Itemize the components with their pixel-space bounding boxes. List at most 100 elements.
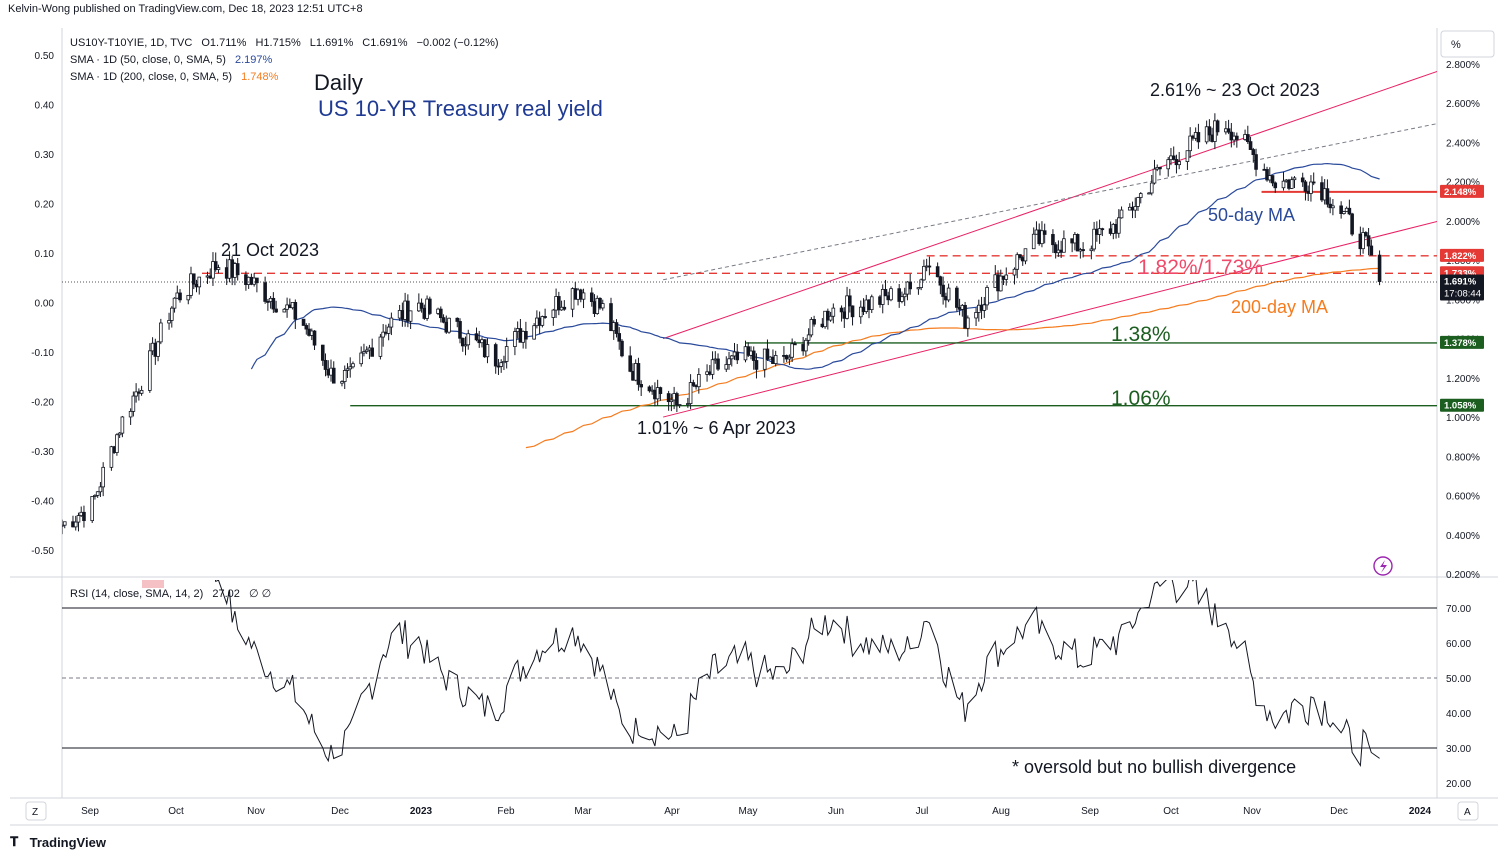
candle-body [828,315,833,321]
rsi-axis-label: 60.00 [1446,639,1471,650]
open-text: O1.711% [201,37,246,49]
candle-body [148,350,152,391]
candle-body [754,360,759,370]
candle-body [985,287,989,306]
price-tag-box [1440,335,1484,349]
candle-body [386,326,391,334]
right-price-axis[interactable]: 2.800%2.600%2.400%2.200%2.000%1.800%1.60… [1446,60,1480,581]
auto-scale-button[interactable]: A [1457,801,1479,821]
candle-body [1246,134,1250,142]
price-tag-box [1440,248,1484,262]
candle-body [902,293,907,298]
left-price-axis[interactable]: 0.50 0.40 0.30 0.20 0.10 0.00 -0.10 -0.20 -0.30 -… [31,51,54,557]
change-text: −0.002 (−0.12%) [417,37,499,49]
candle-body [235,263,240,276]
candle-body [1053,244,1058,254]
right-axis-label: 0.600% [1446,492,1480,503]
candle-body [946,287,951,301]
annotation-peak: 2.61% ~ 23 Oct 2023 [1150,80,1320,100]
candle-body [320,344,325,361]
tradingview-footer[interactable]: 𝐓 TradingView [10,834,106,850]
price-tags: 2.148% 1.822% 1.733%1.691%17:08:44 1.378% 1.… [1440,184,1484,412]
candle-body [351,363,355,368]
candle-body [312,330,317,346]
rsi-axis[interactable]: 70.00 60.00 50.00 40.00 30.00 20.00 [1446,604,1471,790]
candle-body [935,266,940,278]
close-text: C1.691% [362,37,407,49]
candle-body [1281,180,1286,189]
candle-body [922,265,926,281]
left-axis-label: 0.20 [35,200,55,211]
candle-body [156,341,160,357]
svg-text:RSI (14, close, SMA, 14, 2): RSI (14, close, SMA, 14, 2) 27.02 ∅ ∅ [70,588,271,600]
candle-body [134,391,138,397]
candle-body [1100,228,1105,231]
candle-body [600,303,605,309]
annotation-ma200: 200-day MA [1231,297,1328,317]
candle-body [93,494,97,497]
candle-body [109,446,114,468]
candle-body [710,359,715,375]
candle-body [1350,213,1354,235]
candle-body [1158,166,1162,170]
candle-body [543,316,547,318]
time-axis-label: 2024 [1409,806,1432,817]
candle-body [345,368,350,371]
candle-body [562,306,567,310]
svg-text:SMA · 1D (50, close, 0, SMA, 5: SMA · 1D (50, close, 0, SMA, 5) 2.197% [70,54,272,66]
right-axis-label: 1.600% [1446,295,1480,306]
candle-body [647,386,652,392]
candle-body [850,305,855,318]
candle-body [1207,126,1212,136]
candle-body [167,320,171,324]
candle-body [1325,188,1330,205]
candle-body [1309,181,1313,194]
rsi-line [214,580,1380,768]
candle-body [598,297,602,309]
candle-body [513,331,517,347]
candle-body [998,275,1003,292]
candle-body [370,347,374,357]
candle-body [1042,230,1047,235]
candle-body [1366,235,1371,247]
rsi-axis-label: 40.00 [1446,709,1471,720]
candle-body [982,304,987,311]
horizontal-levels[interactable] [201,190,1437,407]
chart-legend[interactable]: US10Y-T10YIE, 1D, TVC O1.711% H1.715% L1… [70,37,499,83]
left-axis-label: -0.20 [31,398,54,409]
annotation-support-106: 1.06% [1111,387,1171,410]
candle-body [1251,149,1256,155]
candle-body [614,322,619,334]
lightning-icon[interactable] [1373,556,1393,576]
candle-body [1097,228,1102,235]
zoom-button[interactable]: Z [25,801,47,821]
candle-body [919,279,923,288]
candle-body [191,273,196,285]
channel-mid-line [663,123,1437,281]
rsi-legend[interactable]: RSI (14, close, SMA, 14, 2) 27.02 ∅ ∅ [70,588,271,600]
trendlines[interactable] [662,60,1470,418]
time-axis-label: Nov [1243,806,1261,817]
candle-body [90,496,94,522]
candle-body [839,307,844,313]
candle-body [447,317,451,333]
candle-body [1040,230,1044,245]
price-tag-label: 1.378% [1444,338,1477,349]
candle-body [636,363,641,385]
high-text: H1.715% [255,37,300,49]
low-text: L1.691% [310,37,354,49]
candle-body [897,288,902,302]
candle-body [1152,168,1157,184]
time-axis[interactable]: Sep Oct Nov Dec 2023 Feb Mar Apr May Jun Jul Aug Sep… [81,806,1431,817]
left-axis-label: 0.00 [35,299,55,310]
candle-body [1248,141,1253,150]
candle-body [389,317,394,328]
candle-body [1092,228,1096,250]
candle-body [331,367,336,384]
candle-body [485,344,490,358]
right-axis-label: 2.000% [1446,217,1480,228]
percent-button[interactable]: % [1440,30,1495,58]
candle-body [806,334,811,341]
candle-body [493,344,498,367]
